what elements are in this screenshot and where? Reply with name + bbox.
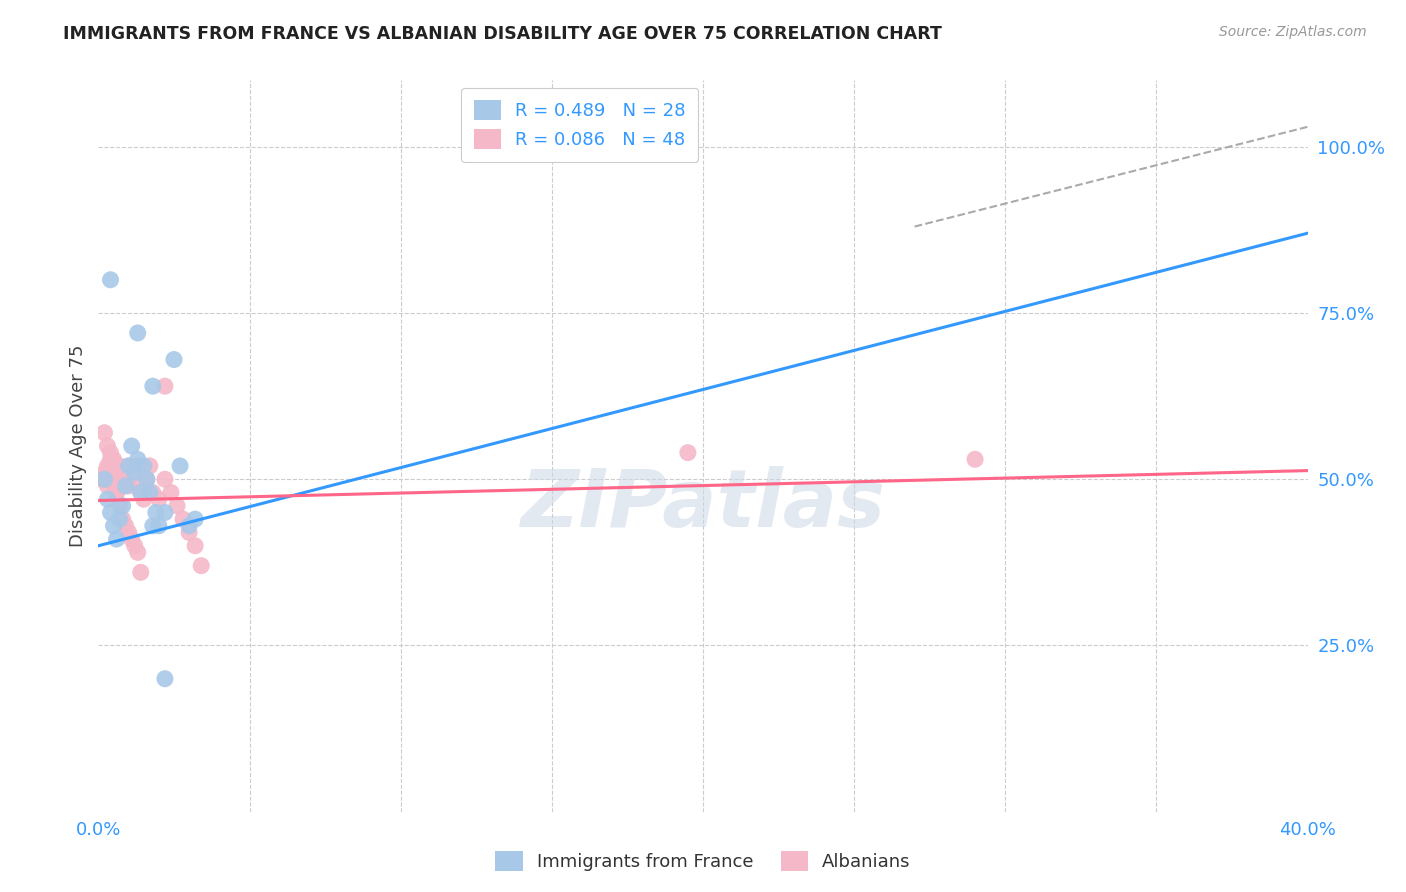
Point [100,445,122,459]
Point [108,512,131,526]
Point [124,466,146,480]
Point [135,472,157,486]
Point [118,458,141,473]
Point [129,485,152,500]
Point [153,472,176,486]
Point [166,499,188,513]
Point [153,506,176,520]
Point [93,466,115,480]
Point [108,458,131,473]
Point [153,672,176,686]
Point [179,518,201,533]
Point [179,525,201,540]
Point [100,273,122,287]
Point [172,512,194,526]
Point [169,458,191,473]
Point [114,479,136,493]
Point [163,352,186,367]
Point [124,539,146,553]
Point [142,518,165,533]
Point [184,539,207,553]
Point [108,499,131,513]
Point [148,518,170,533]
Point [90,472,112,486]
Y-axis label: Disability Age Over 75: Disability Age Over 75 [69,344,87,548]
Point [153,379,176,393]
Point [118,525,141,540]
Point [100,506,122,520]
Point [111,466,134,480]
Point [121,466,143,480]
Point [676,445,699,459]
Point [124,472,146,486]
Point [111,512,134,526]
Point [145,506,167,520]
Point [121,532,143,546]
Point [105,472,128,486]
Point [105,532,128,546]
Point [103,452,125,467]
Point [103,518,125,533]
Point [129,485,152,500]
Point [100,452,122,467]
Point [142,379,165,393]
Text: IMMIGRANTS FROM FRANCE VS ALBANIAN DISABILITY AGE OVER 75 CORRELATION CHART: IMMIGRANTS FROM FRANCE VS ALBANIAN DISAB… [63,25,942,43]
Point [96,492,118,507]
Legend: Immigrants from France, Albanians: Immigrants from France, Albanians [488,844,918,879]
Point [100,472,122,486]
Point [148,492,170,507]
Point [96,458,118,473]
Point [93,425,115,440]
Point [190,558,212,573]
Point [127,458,149,473]
Point [121,439,143,453]
Point [105,485,128,500]
Point [132,492,155,507]
Point [127,452,149,467]
Point [184,512,207,526]
Text: ZIPatlas: ZIPatlas [520,466,886,543]
Point [127,545,149,559]
Point [105,485,128,500]
Point [93,472,115,486]
Point [96,439,118,453]
Point [139,485,162,500]
Point [103,479,125,493]
Text: Source: ZipAtlas.com: Source: ZipAtlas.com [1219,25,1367,39]
Point [96,479,118,493]
Point [142,485,165,500]
Point [160,485,183,500]
Point [114,472,136,486]
Point [103,466,125,480]
Point [127,326,149,340]
Point [118,458,141,473]
Point [135,472,157,486]
Point [108,479,131,493]
Point [129,566,152,580]
Point [111,499,134,513]
Point [132,458,155,473]
Point [118,479,141,493]
Legend: R = 0.489   N = 28, R = 0.086   N = 48: R = 0.489 N = 28, R = 0.086 N = 48 [461,87,699,161]
Point [139,458,162,473]
Point [114,518,136,533]
Point [965,452,987,467]
